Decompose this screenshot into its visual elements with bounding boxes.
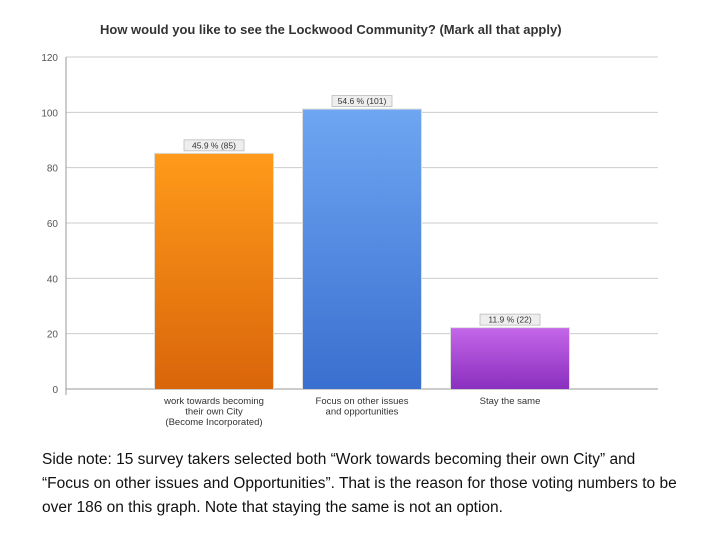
- data-label-box: [183, 139, 245, 152]
- x-tick-label: Focus on other issues and opportunities: [316, 396, 409, 418]
- bar: [155, 153, 273, 389]
- data-label: 11.9 % (22): [488, 315, 531, 325]
- side-note: Side note: 15 survey takers selected bot…: [42, 451, 677, 516]
- data-label: 45.9 % (85): [192, 140, 236, 150]
- y-tick-label: 80: [47, 164, 59, 175]
- bar-layer: [154, 108, 570, 390]
- label-layer: 45.9 % (85) work towards becoming their ow…: [163, 95, 541, 428]
- bar-chart: 0 20 40 60 80 100 120 45.9 % (85) work towards …: [41, 53, 658, 428]
- y-tick-label: 40: [47, 274, 59, 285]
- x-tick-label: Stay the same: [480, 396, 541, 407]
- data-label: 54.6 % (101): [338, 96, 387, 106]
- y-tick-label: 20: [47, 330, 59, 341]
- data-label-box: [479, 313, 541, 326]
- y-tick-label: 100: [41, 108, 58, 119]
- y-tick-label: 120: [41, 53, 58, 64]
- x-tick-label: work towards becoming their own City (Beco…: [163, 396, 264, 428]
- y-tick-label: 60: [47, 219, 59, 230]
- data-label-box: [331, 95, 393, 107]
- bar: [451, 328, 569, 389]
- bar: [303, 109, 421, 390]
- y-tick-label: 0: [52, 385, 58, 396]
- chart-title: How would you like to see the Lockwood C…: [100, 22, 562, 37]
